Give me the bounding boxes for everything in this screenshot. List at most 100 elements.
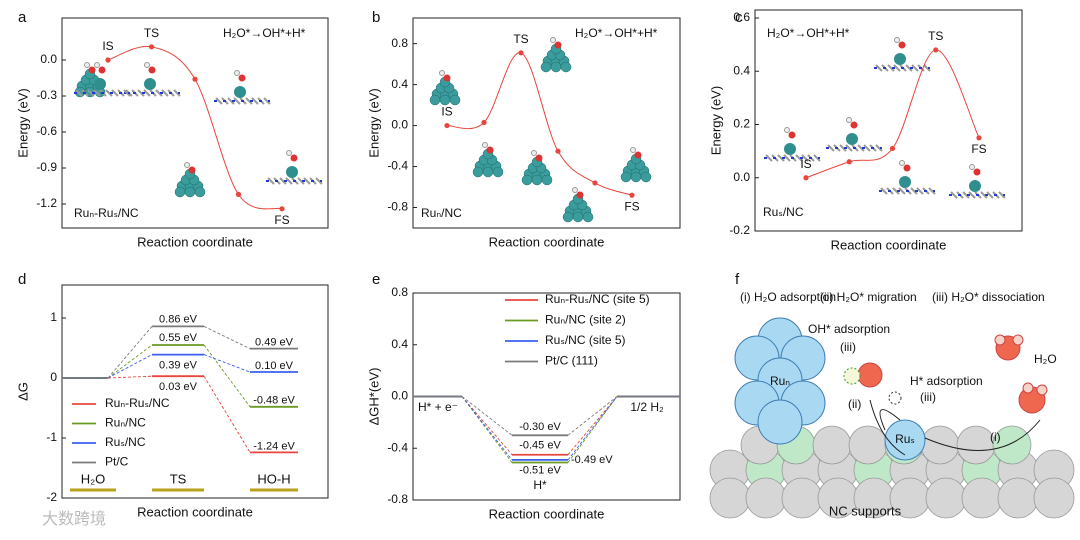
y-tick-label: -0.6 [36,124,57,138]
reaction-annotation: H₂O*→OH*+H* [575,26,658,40]
value-label: 0.10 eV [255,360,294,372]
value-label: 0.03 eV [159,381,198,393]
y-axis-label: ΔG [15,382,30,401]
y-tick-label: 0.0 [40,52,57,66]
water-atom [1036,384,1048,396]
support-atom [848,425,888,465]
value-label: 0.39 eV [159,360,198,372]
y-tick-label: 1 [50,310,57,324]
water-label: H₂O [1034,352,1057,366]
support-atom [745,477,787,519]
decorations [74,37,1006,223]
sheet [137,89,145,97]
y-tick-label: 0.6 [733,10,750,24]
connector [203,375,251,453]
y-tick-label: 0.4 [391,77,408,91]
arrow [879,409,901,431]
data-point [235,191,242,197]
atom [562,211,574,223]
plot-frame [754,9,1023,232]
panel-label: c [735,9,743,26]
legend-label: Ruₙ/NC (site 2) [545,313,626,327]
atom [238,74,246,82]
sheet [143,89,151,97]
connector [107,375,153,379]
category-label: TS [170,471,187,486]
structure-image [540,37,572,73]
value-label: -1.24 eV [253,440,295,452]
y-tick-label: -0.3 [36,88,57,102]
sheet [315,177,323,185]
point-label: IS [441,105,452,119]
connector [203,354,251,373]
legend-label: Ruₙ/NC [105,416,146,430]
panel-label: e [372,271,380,288]
step-label: (i) H₂O adsorption [740,290,836,304]
atom [234,70,240,76]
sheet [827,144,835,152]
plot-frame [61,17,329,229]
value-label: 0.86 eV [159,313,198,325]
sheet [923,64,931,72]
sheet [173,89,181,97]
atom [290,154,298,162]
y-tick-label: -0.9 [36,160,57,174]
connector [461,396,513,456]
atom [184,186,196,198]
legend-label: Pt/C (111) [545,354,598,368]
sheet [893,64,901,72]
sheet [801,154,809,162]
atom [572,211,584,223]
support-atom [709,477,751,519]
atom [429,94,441,106]
atom [449,94,461,106]
support-atom [925,477,967,519]
atom [550,61,562,73]
sheet [875,64,883,72]
atom [850,121,858,129]
atom [286,150,292,156]
data-point [629,192,635,198]
panel-label: a [18,9,27,26]
reaction-annotation: H₂O*→OH*+H* [767,26,850,40]
panel-label: f [735,271,740,288]
y-tick-label: 0.0 [391,389,408,403]
sheet [285,177,293,185]
sheet [863,144,871,152]
atom [541,174,553,186]
structure-image [429,70,461,106]
y-axis-label: Energy (eV) [708,86,723,155]
sheet [928,187,936,195]
atom [98,66,106,74]
sheet [765,154,773,162]
structure-image [826,117,883,152]
data-point [555,148,561,154]
x-axis-label: Reaction coordinate [489,506,605,521]
sheet [857,144,865,152]
sheet [87,89,95,97]
atom [94,62,100,68]
y-tick-label: -1 [46,430,57,444]
atom [898,41,906,49]
atom-label: Ruₛ [895,432,915,446]
diagram-label: (ii) [848,397,861,411]
atom [634,151,642,159]
sheet [813,154,821,162]
diagram-label: (iii) [840,340,856,354]
connector [461,396,513,436]
legend-label: Pt/C [105,455,129,469]
atom [550,37,556,43]
category-label: HO-H [257,471,290,486]
structure-image [874,37,931,72]
x-axis-label: Reaction coordinate [489,234,605,249]
point-label: TS [144,26,159,40]
structure-image [949,164,1006,199]
connector [203,325,251,350]
system-label: Ruₙ-Ruₛ/NC [74,206,139,220]
y-tick-label: 0.4 [733,63,750,77]
y-axis-label: ΔGH*(eV) [366,368,381,426]
sheet [783,154,791,162]
atom [899,176,911,188]
sheet [93,89,101,97]
